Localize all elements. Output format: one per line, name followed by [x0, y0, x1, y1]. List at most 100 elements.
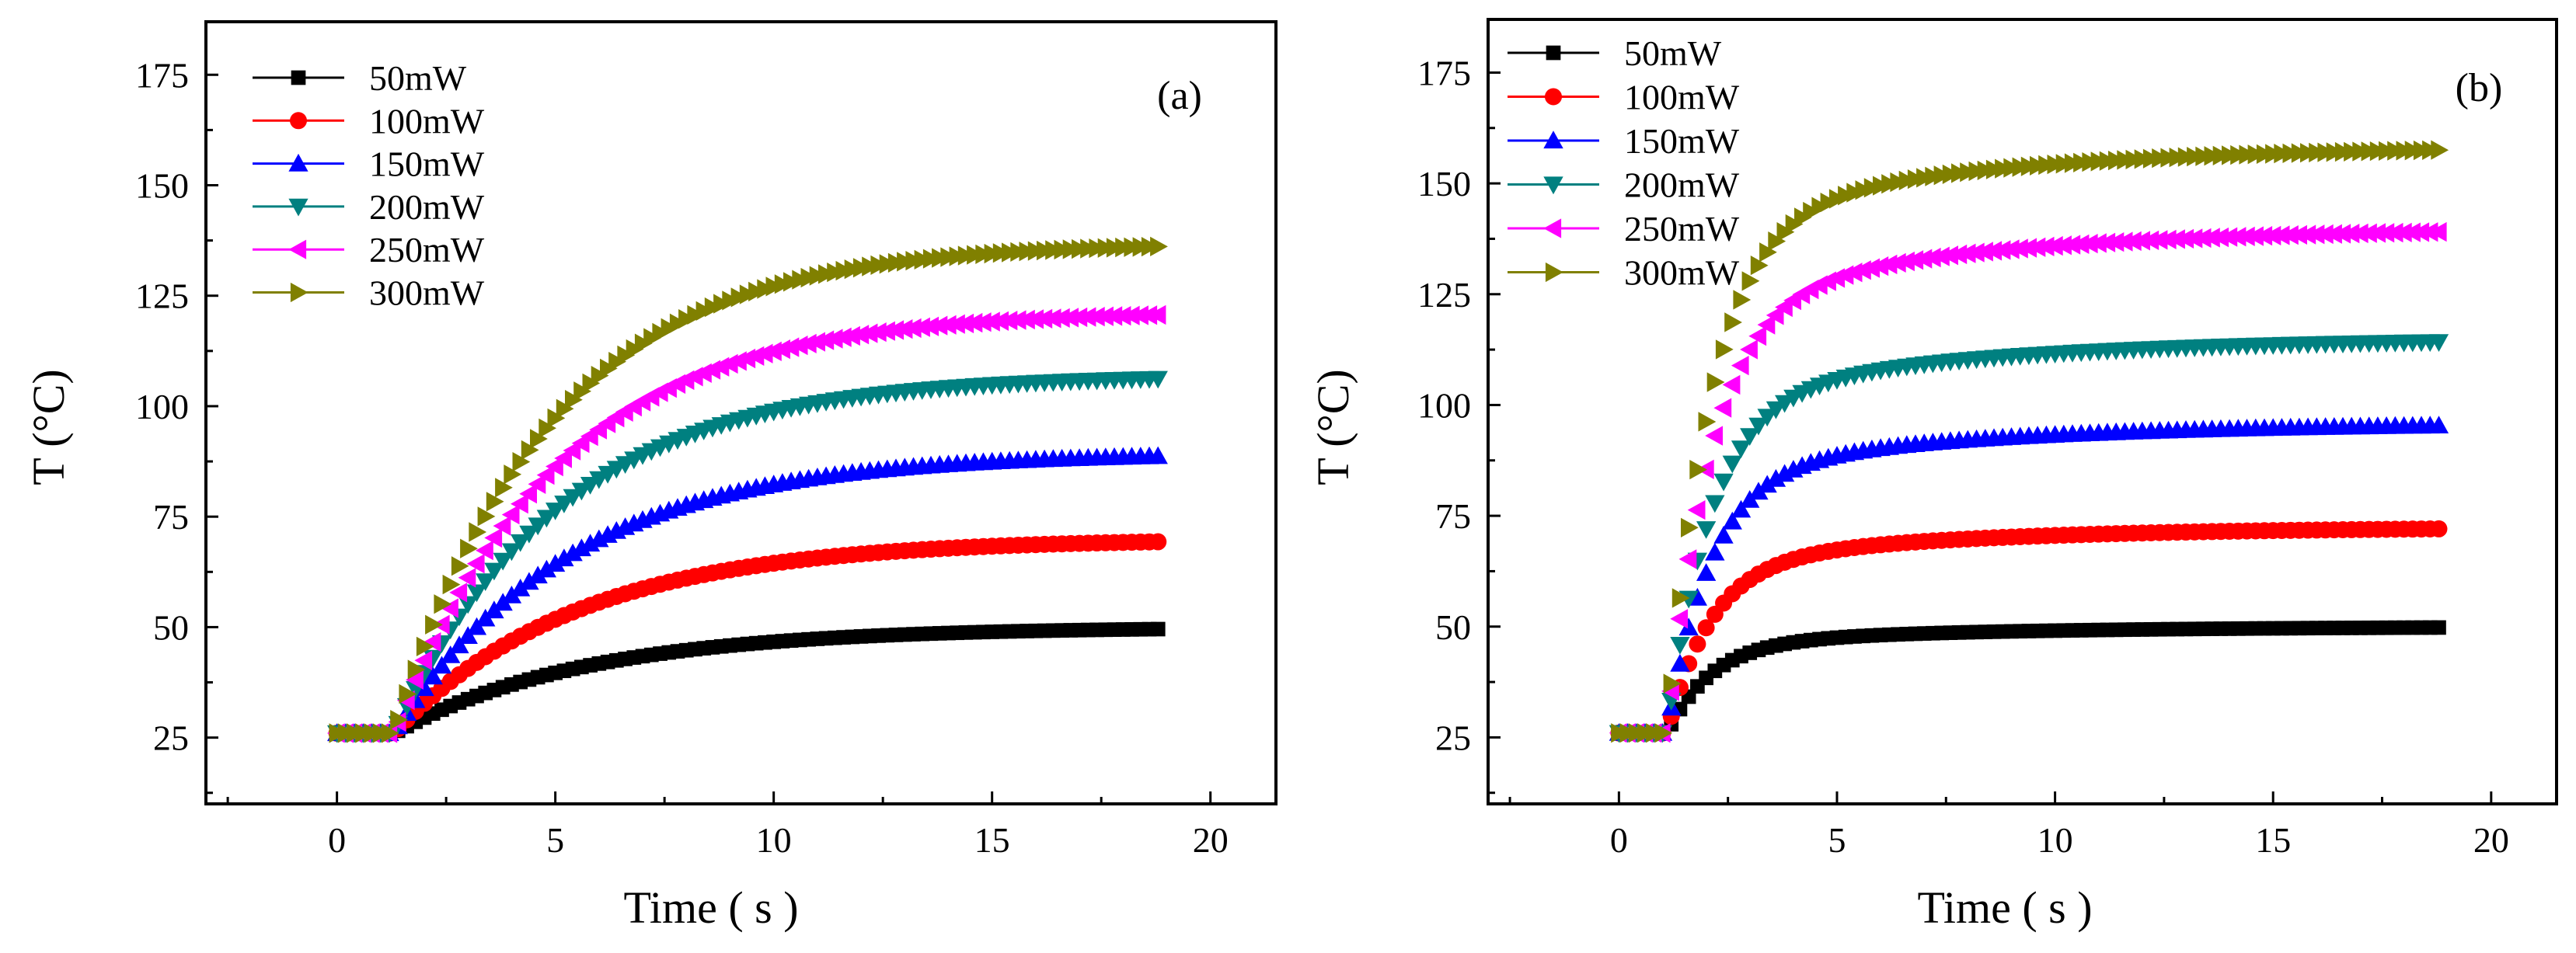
data-point — [1713, 473, 1734, 492]
data-point — [781, 337, 800, 357]
data-point — [2368, 223, 2386, 243]
data-point — [947, 314, 965, 334]
data-point — [416, 636, 434, 656]
data-point — [868, 322, 887, 343]
data-point — [1671, 588, 1690, 608]
data-point — [1008, 310, 1027, 330]
legend-marker — [290, 282, 308, 303]
legend-label: 250mW — [1624, 209, 1740, 249]
data-point — [539, 418, 556, 438]
data-point — [1715, 339, 1734, 360]
data-point — [2385, 222, 2403, 243]
data-point — [2376, 223, 2395, 243]
data-point — [799, 333, 817, 353]
x-tick-label: 20 — [1193, 820, 1229, 860]
data-point — [1148, 304, 1166, 325]
data-point — [1984, 241, 2003, 261]
plot-frame — [204, 20, 1278, 805]
data-point — [1922, 247, 1941, 268]
legend-item: 300mW — [253, 273, 485, 313]
data-point — [1966, 242, 1985, 263]
data-point — [1853, 260, 1871, 280]
data-point — [912, 317, 930, 337]
data-point — [554, 496, 574, 513]
y-tick-label: 50 — [153, 607, 189, 647]
data-point — [476, 541, 493, 561]
data-point — [1888, 252, 1906, 273]
y-axis-title: T (°C) — [1308, 369, 1358, 485]
data-point — [2193, 228, 2212, 249]
legend-item: 200mW — [253, 187, 485, 227]
data-point — [2149, 230, 2168, 250]
data-point — [2202, 228, 2220, 248]
x-tick-label: 15 — [974, 820, 1010, 860]
data-point — [381, 723, 399, 743]
series-100mW — [328, 533, 1167, 742]
x-axis-title: Time ( s ) — [1917, 882, 2092, 933]
legend-item: 300mW — [1508, 253, 1740, 293]
data-point — [2062, 235, 2081, 255]
plot-frame — [1487, 18, 2558, 805]
data-point — [1678, 549, 1697, 569]
legend-label: 200mW — [1624, 165, 1740, 205]
data-point — [1697, 619, 1715, 637]
data-point — [2141, 230, 2159, 250]
series-50mW — [1612, 620, 2446, 741]
data-point — [2359, 223, 2377, 243]
data-point — [1052, 308, 1070, 328]
data-point — [1992, 240, 2011, 260]
data-point — [1766, 468, 1786, 487]
legend-item: 100mW — [253, 101, 485, 141]
data-point — [2071, 234, 2090, 254]
data-point — [1897, 251, 1915, 272]
data-point — [964, 312, 983, 333]
data-point — [1654, 723, 1673, 743]
data-point — [1705, 495, 1725, 513]
legend-marker — [288, 153, 308, 172]
legend-item: 150mW — [1508, 121, 1740, 161]
legend-label: 150mW — [369, 144, 485, 184]
data-point — [2176, 228, 2194, 249]
data-point — [2431, 140, 2449, 160]
data-point — [1757, 409, 1777, 427]
data-point — [999, 311, 1018, 331]
data-point — [1740, 428, 1760, 446]
data-point — [2054, 235, 2072, 256]
data-point — [956, 313, 974, 334]
y-tick-label: 150 — [135, 166, 189, 206]
legend-label: 250mW — [369, 230, 485, 270]
data-point — [390, 710, 408, 730]
data-point — [2219, 227, 2238, 247]
x-tick-label: 15 — [2255, 820, 2291, 860]
data-point — [1722, 455, 1742, 474]
y-tick-label: 150 — [1417, 164, 1471, 203]
data-point — [2106, 232, 2125, 252]
data-point — [2324, 224, 2342, 244]
data-point — [1748, 326, 1767, 346]
data-point — [1705, 426, 1723, 446]
data-point — [442, 574, 461, 595]
legend-label: 300mW — [1624, 253, 1740, 293]
data-point — [2236, 226, 2255, 246]
data-point — [469, 522, 487, 542]
data-point — [414, 650, 433, 670]
y-tick-label: 175 — [135, 55, 189, 95]
panel-label: (a) — [1157, 74, 1202, 118]
data-point — [521, 440, 539, 460]
y-tick-label: 75 — [153, 497, 189, 537]
x-tick-label: 10 — [2037, 820, 2073, 860]
data-point — [2184, 228, 2203, 249]
data-point — [1748, 417, 1769, 436]
data-point — [842, 325, 860, 346]
data-point — [2228, 227, 2247, 247]
data-point — [938, 315, 957, 335]
data-point — [1689, 460, 1707, 480]
data-point — [434, 594, 452, 614]
data-point — [2132, 231, 2150, 251]
x-tick-label: 0 — [1610, 820, 1628, 860]
data-point — [2089, 233, 2107, 253]
legend-marker — [288, 198, 308, 217]
data-point — [458, 596, 478, 614]
data-point — [1757, 475, 1777, 493]
data-point — [2289, 224, 2307, 245]
